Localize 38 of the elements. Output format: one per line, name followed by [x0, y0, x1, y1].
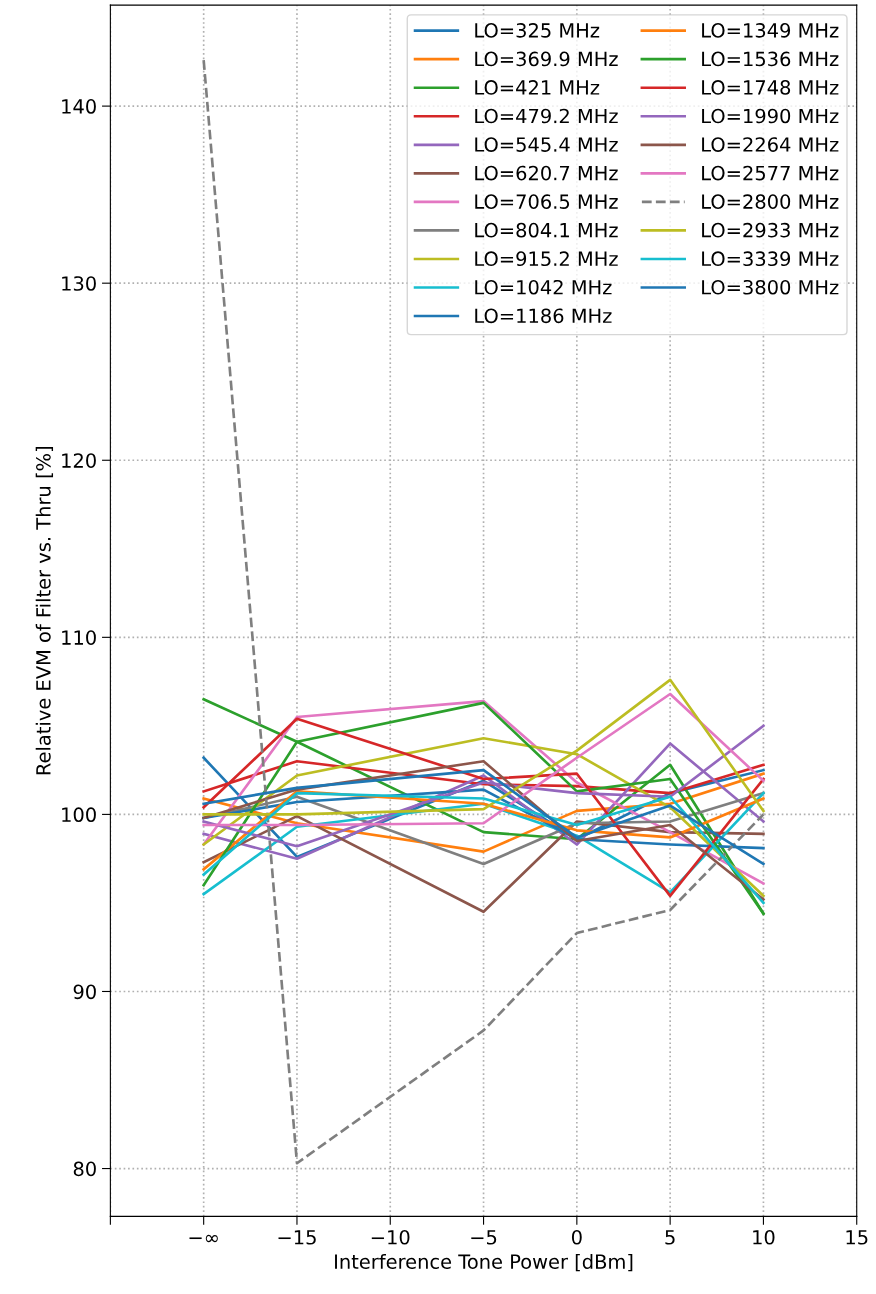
- legend-label: LO=325 MHz: [475, 23, 600, 38]
- legend-label: LO=706.5 MHz: [475, 194, 618, 209]
- x-tick-label: −5: [471, 1230, 497, 1245]
- y-tick-label: 90: [73, 984, 96, 1000]
- x-tick-label: 5: [665, 1230, 675, 1245]
- legend-label: LO=3339 MHz: [702, 251, 839, 267]
- y-tick-label: 110: [62, 630, 96, 645]
- legend-label: LO=2800 MHz: [702, 194, 839, 209]
- legend-label: LO=421 MHz: [475, 80, 600, 95]
- x-tick-label: −∞: [189, 1234, 218, 1243]
- y-tick-label: 130: [62, 276, 96, 291]
- legend-label: LO=545.4 MHz: [475, 137, 618, 152]
- x-tick-label: 10: [753, 1229, 775, 1245]
- x-tick-label: 15: [846, 1230, 868, 1245]
- y-tick-label: 120: [62, 453, 96, 468]
- legend-label: LO=620.7 MHz: [475, 165, 618, 181]
- legend-label: LO=2264 MHz: [702, 137, 839, 152]
- legend-label: LO=1349 MHz: [702, 23, 839, 38]
- legend-label: LO=804.1 MHz: [475, 222, 618, 238]
- legend-label: LO=915.2 MHz: [475, 251, 618, 267]
- x-axis-title: Interference Tone Power [dBm]: [335, 1253, 633, 1272]
- x-tick-label: −10: [371, 1229, 410, 1245]
- legend-label: LO=1186 MHz: [475, 308, 612, 324]
- y-tick-label: 140: [62, 99, 96, 114]
- legend-label: LO=2577 MHz: [702, 165, 839, 181]
- y-tick-label: 80: [73, 1161, 96, 1177]
- y-tick-label: 100: [62, 807, 96, 823]
- legend-label: LO=1748 MHz: [702, 80, 839, 95]
- legend-label: LO=1536 MHz: [702, 51, 839, 67]
- y-axis-title: Relative EVM of Filter vs. Thru [%]: [35, 447, 54, 775]
- legend-label: LO=1990 MHz: [702, 108, 839, 124]
- legend-label: LO=1042 MHz: [475, 279, 612, 295]
- legend-label: LO=2933 MHz: [702, 222, 839, 238]
- x-tick-label: 0: [571, 1229, 582, 1245]
- legend-label: LO=369.9 MHz: [475, 51, 618, 67]
- legend-label: LO=3800 MHz: [702, 279, 839, 295]
- x-tick-label: −15: [278, 1230, 316, 1245]
- legend-label: LO=479.2 MHz: [475, 108, 618, 124]
